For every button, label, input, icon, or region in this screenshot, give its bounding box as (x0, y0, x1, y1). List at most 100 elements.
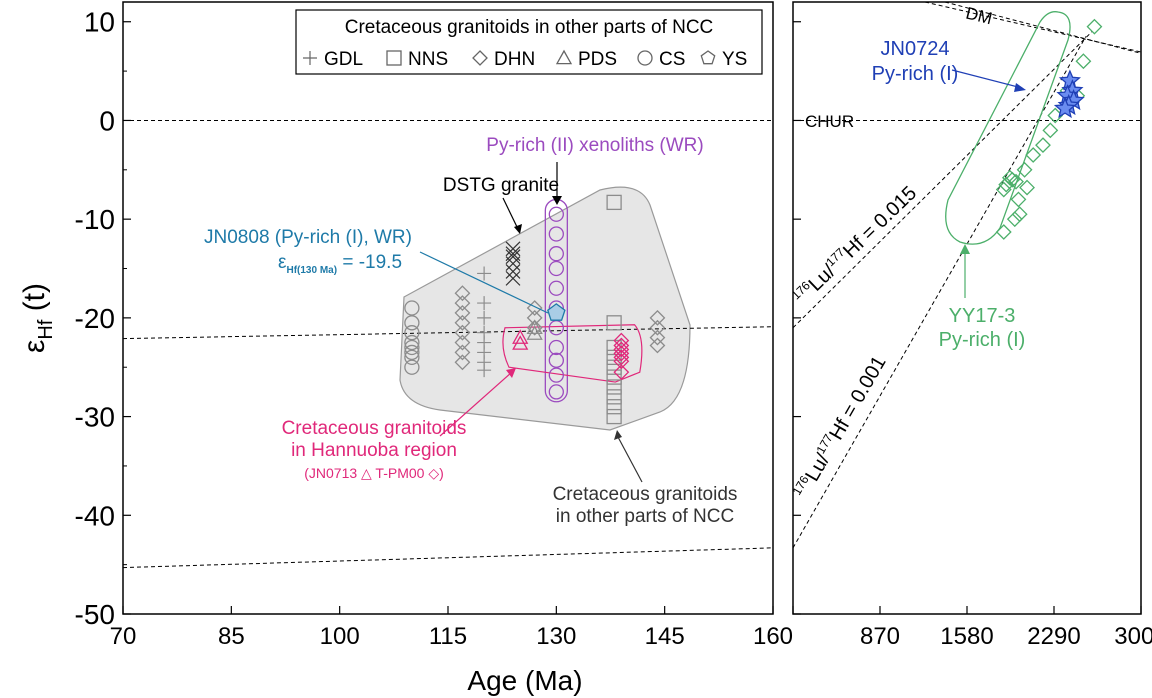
right-series-0-point-15 (1010, 191, 1027, 208)
legend-marker-gdl-shape (303, 51, 317, 65)
y-tick-label-3: -20 (75, 303, 115, 334)
left-series-0-point-4 (404, 339, 420, 356)
annotation-py-rich-ii-arrowhead (552, 196, 562, 205)
annotation-yy17-3-arrowhead (960, 244, 970, 254)
dm-label: DM (964, 4, 994, 29)
y-tick-label-5: -40 (75, 500, 115, 531)
x-tick-label-6: 160 (753, 623, 793, 650)
left-series-5-point-9 (606, 408, 622, 425)
left-series-1-point-7 (454, 354, 471, 371)
y-tick-label-0: 10 (84, 7, 115, 38)
left-series-1-point-9 (526, 309, 543, 326)
right-reference-line-1 (944, 1, 1142, 54)
left-series-5-point-5-shape (606, 369, 622, 385)
legend-marker-pds-shape (555, 49, 573, 65)
right-x-tick-label-2: 1580 (940, 623, 993, 650)
left-series-8-point-1 (613, 337, 630, 354)
right-series-0-point-14 (995, 181, 1012, 198)
annotation-jn0724-0: JN0724 (881, 38, 950, 60)
left-series-9-point-0 (547, 303, 566, 321)
left-series-1-point-2 (454, 305, 471, 321)
dm-line-extension (924, 1, 1142, 53)
left-series-3-point-1-shape (505, 249, 521, 265)
left-series-8-point-5 (613, 353, 630, 370)
right-series-0-point-5-shape (1042, 122, 1059, 139)
left-series-1-point-10-shape (526, 319, 543, 336)
left-series-6-point-10 (548, 384, 564, 400)
left-series-2-point-0 (477, 266, 492, 281)
annotation-jn0808-num: = -19.5 (337, 252, 402, 273)
left-series-0-point-5-shape (404, 344, 420, 361)
left-series-6-point-4-shape (548, 280, 564, 296)
y-tick-label-2: -10 (75, 204, 115, 235)
left-series-5-point-0-shape (606, 194, 622, 211)
annotation-yy17-3-1: Py-rich (I) (939, 329, 1026, 351)
left-series-5-point-7 (606, 389, 622, 405)
left-series-6-point-3-shape (548, 260, 564, 277)
left-series-6-point-2-shape (548, 246, 564, 262)
right-series-0-point-10 (1004, 171, 1021, 188)
right-series-0-point-12 (998, 176, 1015, 193)
right-series-0-point-8-shape (1016, 161, 1033, 178)
left-series-2-point-7-shape (477, 363, 492, 378)
left-series-1-point-0 (454, 285, 471, 302)
left-series-6-point-10-shape (548, 384, 564, 400)
right-series-0-point-0 (1086, 18, 1103, 35)
annotation-jn0724-arrowhead (1014, 83, 1026, 92)
left-series-8-point-0 (613, 332, 630, 349)
x-tick-label-5: 145 (645, 623, 685, 650)
left-series-5-point-5 (606, 369, 622, 385)
annotation-ncc-0: Cretaceous granitoids (553, 484, 738, 505)
right-series-0-point-17-shape (1006, 211, 1023, 228)
left-series-2-point-7 (477, 363, 492, 378)
left-series-7-point-0 (512, 329, 529, 344)
left-series-0-point-5 (404, 344, 420, 361)
annotation-jn0808-sub: Hf(130 Ma) (286, 265, 337, 276)
right-series-0-point-18-shape (995, 224, 1012, 240)
left-series-1-point-1-shape (454, 295, 471, 311)
left-series-0-point-7 (404, 359, 420, 375)
right-series-0-point-18 (995, 224, 1012, 240)
left-series-1-point-3 (454, 314, 471, 331)
legend-marker-cs (637, 50, 653, 66)
annotation-dstg-arrowhead (514, 224, 522, 234)
left-series-7-point-0-shape (512, 329, 529, 344)
left-series-5-point-1-shape (606, 315, 622, 331)
left-series-1-point-2-shape (454, 305, 471, 321)
right-series-0-point-17 (1006, 211, 1023, 228)
legend-marker-ys-shape (700, 50, 716, 65)
left-series-8-point-2 (613, 341, 630, 358)
left-series-1-point-11-shape (649, 309, 666, 326)
left-series-0-point-1-shape (404, 315, 420, 331)
right-series-1-point-5 (1053, 96, 1077, 119)
annotation-dstg: DSTG granite (443, 175, 559, 196)
left-series-3-point-1 (505, 249, 521, 265)
right-reference-line-2 (792, 31, 1093, 329)
left-series-4-point-0-shape (526, 319, 543, 334)
left-series-6-point-8-shape (548, 352, 564, 368)
left-series-5-point-9-shape (606, 408, 622, 425)
left-series-0-point-3 (404, 334, 420, 351)
legend-box (295, 9, 763, 75)
legend-marker-nns-shape (386, 50, 402, 66)
left-series-0-point-0-shape (404, 300, 420, 316)
legend-label-ys: YS (722, 49, 747, 70)
left-series-6-point-9 (548, 367, 564, 383)
right-x-tick-label-3: 2290 (1027, 623, 1080, 650)
annotation-py-rich-ii: Py-rich (II) xenoliths (WR) (486, 135, 703, 156)
left-series-1-point-6-shape (454, 344, 471, 361)
left-series-8-point-3 (613, 345, 630, 362)
left-series-1-point-8-shape (526, 300, 543, 316)
left-series-5-point-3-shape (606, 349, 622, 366)
left-series-8-point-6 (613, 364, 630, 381)
right-series-0-point-1 (1075, 53, 1092, 70)
lu-hf-0001-label: 176Lu/177Hf = 0.001 (790, 351, 891, 502)
legend-marker-gdl (303, 51, 317, 65)
right-series-0-point-10-shape (1004, 171, 1021, 188)
left-series-1-point-8 (526, 300, 543, 316)
right-series-0-point-6 (1035, 137, 1051, 154)
left-series-4-point-0 (526, 319, 543, 334)
left-series-3-point-0-shape (505, 241, 521, 257)
left-series-3-point-3 (505, 264, 521, 279)
